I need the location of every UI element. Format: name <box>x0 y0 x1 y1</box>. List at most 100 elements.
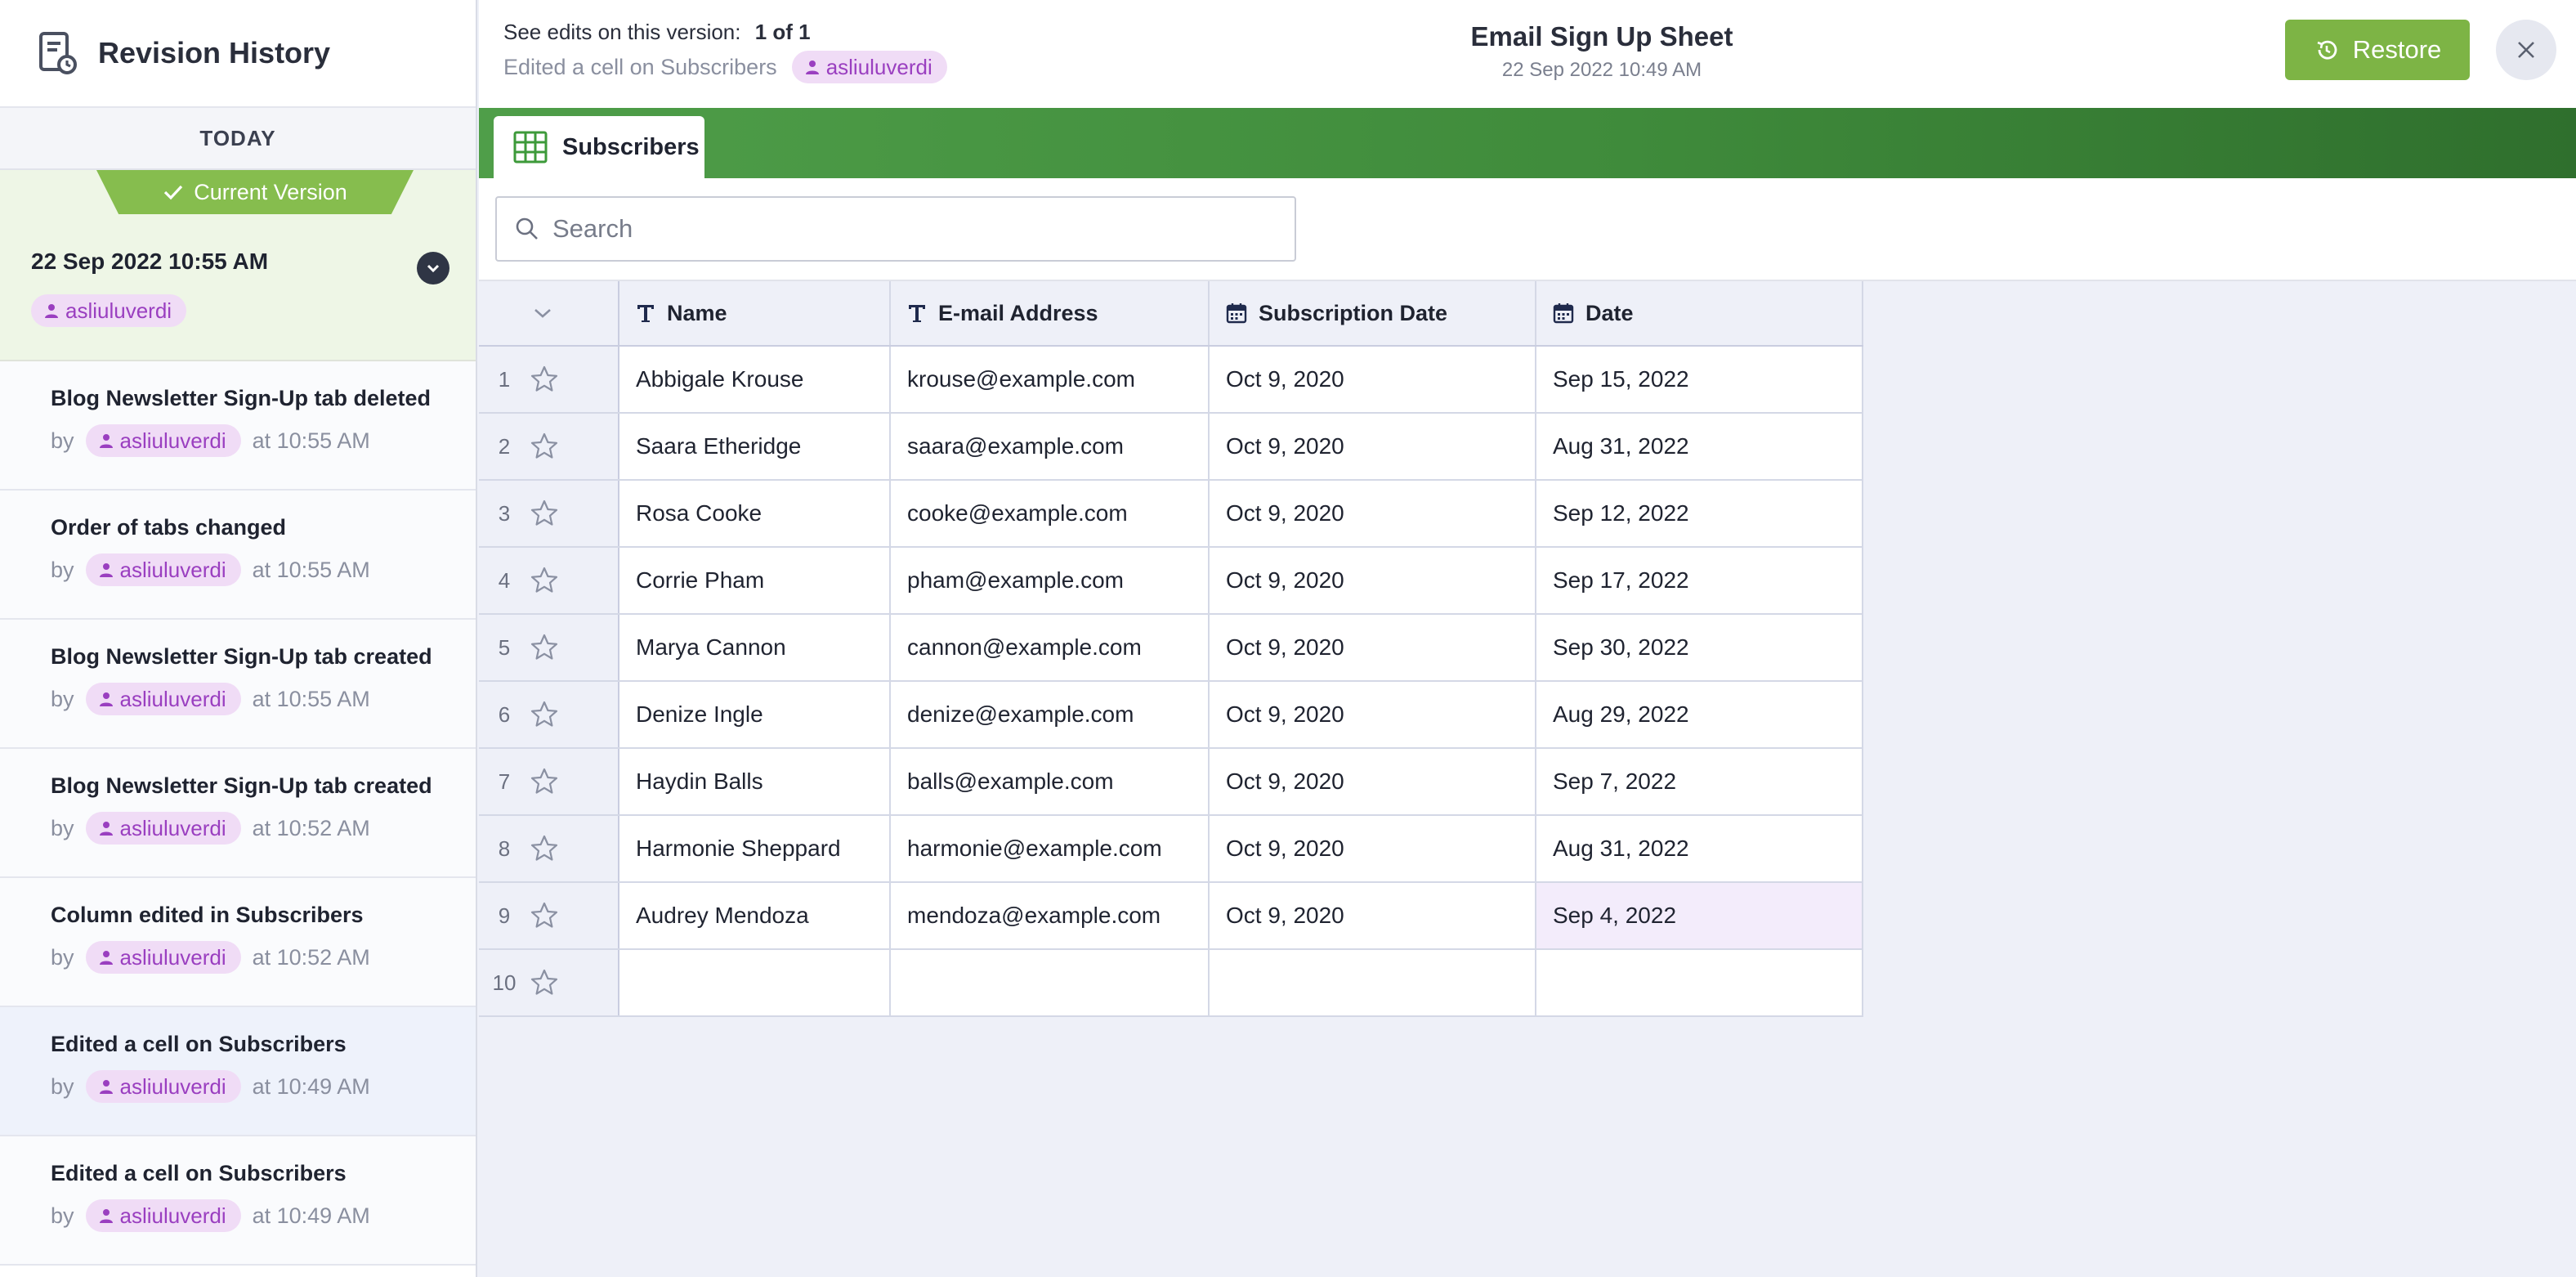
table-body: 1 Abbigale Krouse krouse@example.com Oct 9,… <box>479 347 1863 1017</box>
cell-date[interactable]: Sep 4, 2022 <box>1536 883 1863 948</box>
revision-time: at 10:55 AM <box>252 428 370 453</box>
cell-date[interactable]: Sep 7, 2022 <box>1536 749 1863 814</box>
document-version-date: 22 Sep 2022 10:49 AM <box>1501 59 1702 81</box>
cell-date[interactable]: Aug 29, 2022 <box>1536 682 1863 747</box>
cell-date[interactable]: Sep 17, 2022 <box>1536 548 1863 613</box>
revision-by: by <box>51 686 74 711</box>
calendar-icon <box>1553 303 1574 324</box>
cell-date[interactable]: Sep 30, 2022 <box>1536 615 1863 680</box>
column-label: Subscription Date <box>1259 300 1448 325</box>
cell-name[interactable]: Audrey Mendoza <box>619 883 891 948</box>
revision-title: Blog Newsletter Sign-Up tab created <box>51 644 432 669</box>
search-box[interactable] <box>495 196 1296 262</box>
star-icon[interactable] <box>530 767 559 796</box>
cell-subscription-date[interactable]: Oct 9, 2020 <box>1210 682 1536 747</box>
star-icon[interactable] <box>530 968 559 997</box>
table-row: 6 Denize Ingle denize@example.com Oct 9, 20… <box>479 682 1863 749</box>
cell-email[interactable]: cannon@example.com <box>891 615 1210 680</box>
cell-email[interactable]: mendoza@example.com <box>891 883 1210 948</box>
row-number: 3 <box>498 500 511 526</box>
cell-name[interactable]: Harmonie Sheppard <box>619 816 891 881</box>
cell-date[interactable]: Aug 31, 2022 <box>1536 414 1863 479</box>
cell-subscription-date[interactable]: Oct 9, 2020 <box>1210 347 1536 412</box>
star-icon[interactable] <box>530 365 559 394</box>
revision-item[interactable]: Edited a cell on Subscribers by asliuluver… <box>0 1007 476 1136</box>
revision-item[interactable]: Edited a cell on Subscribers by asliuluver… <box>0 1136 476 1266</box>
revision-list: Blog Newsletter Sign-Up tab deleted by asl… <box>0 361 476 1266</box>
current-version-item[interactable]: Current Version 22 Sep 2022 10:55 AM asl… <box>0 170 476 361</box>
cell-email[interactable]: harmonie@example.com <box>891 816 1210 881</box>
close-button[interactable] <box>2496 20 2556 80</box>
cell-subscription-date[interactable]: Oct 9, 2020 <box>1210 615 1536 680</box>
revision-item[interactable]: Blog Newsletter Sign-Up tab created by asl… <box>0 620 476 749</box>
see-edits-count[interactable]: 1 of 1 <box>754 20 811 44</box>
cell-email[interactable]: krouse@example.com <box>891 347 1210 412</box>
cell-subscription-date[interactable]: Oct 9, 2020 <box>1210 883 1536 948</box>
revision-item[interactable]: Column edited in Subscribers by asliuluver… <box>0 878 476 1007</box>
column-header-date[interactable]: Date <box>1536 281 1863 345</box>
user-badge: asliuluverdi <box>85 683 241 715</box>
cell-email[interactable]: denize@example.com <box>891 682 1210 747</box>
search-input[interactable] <box>552 214 1272 244</box>
row-index: 2 <box>479 414 619 479</box>
column-header-subscription-date[interactable]: Subscription Date <box>1210 281 1536 345</box>
star-icon[interactable] <box>530 633 559 662</box>
current-version-label: Current Version <box>194 179 347 204</box>
cell-name[interactable]: Saara Etheridge <box>619 414 891 479</box>
cell-subscription-date[interactable] <box>1210 950 1536 1015</box>
cell-email[interactable]: pham@example.com <box>891 548 1210 613</box>
cell-subscription-date[interactable]: Oct 9, 2020 <box>1210 749 1536 814</box>
calendar-icon <box>1226 303 1247 324</box>
row-index: 5 <box>479 615 619 680</box>
cell-subscription-date[interactable]: Oct 9, 2020 <box>1210 414 1536 479</box>
column-label: Name <box>667 300 727 325</box>
revision-item[interactable]: Blog Newsletter Sign-Up tab deleted by asl… <box>0 361 476 491</box>
star-icon[interactable] <box>530 499 559 528</box>
cell-email[interactable] <box>891 950 1210 1015</box>
top-bar: See edits on this version: 1 of 1 Edited… <box>479 0 2576 108</box>
cell-name[interactable]: Marya Cannon <box>619 615 891 680</box>
star-icon[interactable] <box>530 901 559 930</box>
cell-email[interactable]: saara@example.com <box>891 414 1210 479</box>
expand-version-button[interactable] <box>417 252 449 285</box>
cell-subscription-date[interactable]: Oct 9, 2020 <box>1210 481 1536 546</box>
star-icon[interactable] <box>530 432 559 461</box>
table-row: 8 Harmonie Sheppard harmonie@example.com Oc… <box>479 816 1863 883</box>
select-all-toggle[interactable] <box>479 281 619 345</box>
cell-name[interactable]: Haydin Balls <box>619 749 891 814</box>
cell-name[interactable]: Rosa Cooke <box>619 481 891 546</box>
revision-item[interactable]: Blog Newsletter Sign-Up tab created by asl… <box>0 749 476 878</box>
cell-email[interactable]: cooke@example.com <box>891 481 1210 546</box>
cell-date[interactable]: Sep 12, 2022 <box>1536 481 1863 546</box>
close-icon <box>2518 42 2534 58</box>
revision-title: Blog Newsletter Sign-Up tab created <box>51 773 432 798</box>
user-name: asliuluverdi <box>119 557 226 582</box>
restore-button[interactable]: Restore <box>2285 20 2470 80</box>
user-icon <box>99 692 113 706</box>
cell-email[interactable]: balls@example.com <box>891 749 1210 814</box>
user-icon <box>99 951 113 965</box>
cell-name[interactable] <box>619 950 891 1015</box>
cell-date[interactable]: Aug 31, 2022 <box>1536 816 1863 881</box>
tab-subscribers[interactable]: Subscribers <box>494 116 704 178</box>
column-header-name[interactable]: Name <box>619 281 891 345</box>
cell-name[interactable]: Corrie Pham <box>619 548 891 613</box>
user-icon <box>99 822 113 836</box>
cell-date[interactable] <box>1536 950 1863 1015</box>
cell-subscription-date[interactable]: Oct 9, 2020 <box>1210 816 1536 881</box>
cell-name[interactable]: Abbigale Krouse <box>619 347 891 412</box>
star-icon[interactable] <box>530 834 559 863</box>
cell-date[interactable]: Sep 15, 2022 <box>1536 347 1863 412</box>
check-icon <box>164 185 183 200</box>
column-header-email[interactable]: E-mail Address <box>891 281 1210 345</box>
star-icon[interactable] <box>530 700 559 729</box>
user-name: asliuluverdi <box>119 815 226 840</box>
star-icon[interactable] <box>530 566 559 595</box>
user-icon <box>805 60 819 74</box>
table-row: 1 Abbigale Krouse krouse@example.com Oct 9,… <box>479 347 1863 414</box>
user-name: asliuluverdi <box>119 428 226 453</box>
cell-name[interactable]: Denize Ingle <box>619 682 891 747</box>
revision-meta: by asliuluverdi at 10:55 AM <box>51 424 476 457</box>
revision-item[interactable]: Order of tabs changed by asliuluverdi at 10… <box>0 491 476 620</box>
cell-subscription-date[interactable]: Oct 9, 2020 <box>1210 548 1536 613</box>
